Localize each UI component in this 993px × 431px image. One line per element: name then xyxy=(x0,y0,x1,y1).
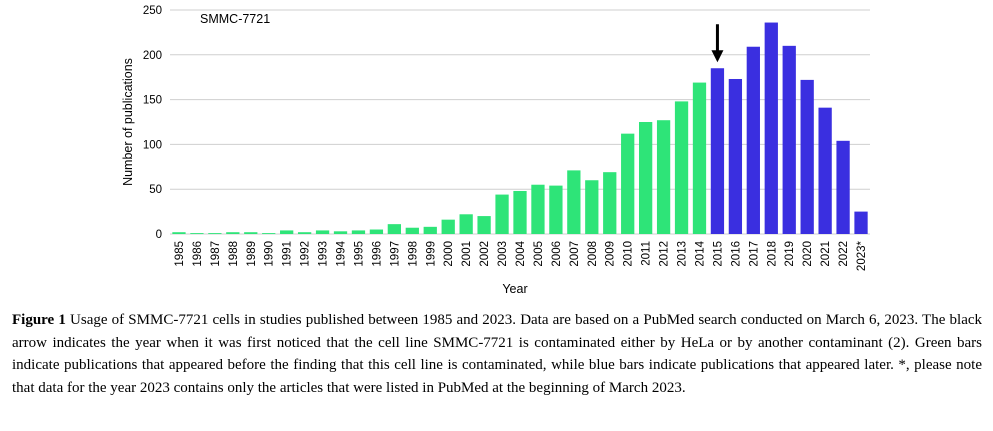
bar-2021 xyxy=(818,107,832,234)
x-tick-label: 2012 xyxy=(659,241,671,267)
bar-2000 xyxy=(441,219,455,234)
caption-text: Usage of SMMC-7721 cells in studies publ… xyxy=(12,312,983,397)
bar-2015 xyxy=(710,68,725,235)
bar-2003 xyxy=(495,194,509,234)
x-tick-label: 1987 xyxy=(210,241,222,267)
x-tick-label: 1990 xyxy=(264,241,276,267)
bar-2018 xyxy=(764,22,778,234)
x-tick-label: 2023* xyxy=(856,240,868,271)
panel-label: SMMC-7721 xyxy=(200,12,270,26)
bar-2006 xyxy=(549,185,563,234)
x-tick-label: 2000 xyxy=(443,241,455,267)
y-axis-ticks: 0 50 100 150 200 250 xyxy=(143,5,162,241)
bar-2005 xyxy=(531,184,545,234)
x-tick-label: 2004 xyxy=(515,240,527,266)
x-tick-label: 1986 xyxy=(192,241,204,267)
x-tick-label: 1993 xyxy=(318,241,330,267)
x-tick-label: 1995 xyxy=(353,241,365,267)
x-tick-label: 1994 xyxy=(336,240,348,266)
x-tick-label: 2015 xyxy=(712,241,724,267)
bar-2009 xyxy=(603,172,617,234)
arrow-head xyxy=(711,50,724,63)
x-tick-label: 2006 xyxy=(551,241,563,267)
x-tick-label: 2010 xyxy=(623,241,635,267)
contamination-arrow-icon xyxy=(711,24,724,63)
x-tick-label: 2001 xyxy=(461,241,473,267)
x-tick-label: 2022 xyxy=(838,241,850,267)
bar-1988 xyxy=(226,232,240,234)
bar-1994 xyxy=(333,231,348,234)
bar-2016 xyxy=(728,78,743,234)
bar-1989 xyxy=(244,232,258,234)
y-tick-label: 50 xyxy=(149,184,162,196)
x-tick-label: 1999 xyxy=(425,241,437,267)
x-tick-label: 1985 xyxy=(174,241,186,267)
bar-1991 xyxy=(280,230,294,234)
bar-2002 xyxy=(477,216,491,234)
bar-1998 xyxy=(405,227,419,234)
x-axis-label: Year xyxy=(502,282,527,296)
x-tick-label: 2009 xyxy=(605,241,617,267)
bar-1985 xyxy=(172,232,186,234)
y-tick-label: 150 xyxy=(143,95,162,107)
x-tick-label: 2005 xyxy=(533,241,545,267)
bar-2007 xyxy=(567,170,581,234)
bar-1996 xyxy=(369,229,384,234)
bar-2022 xyxy=(836,140,850,234)
x-tick-label: 1988 xyxy=(228,241,240,267)
bar-1986 xyxy=(190,233,204,234)
bar-2013 xyxy=(674,101,689,234)
x-tick-label: 2003 xyxy=(497,241,509,267)
figure-caption: Figure 1 Usage of SMMC-7721 cells in stu… xyxy=(12,309,982,400)
x-tick-label: 2017 xyxy=(748,241,760,267)
x-tick-label: 2016 xyxy=(730,241,742,267)
y-axis-label: Number of publications xyxy=(121,58,135,186)
x-tick-label: 2021 xyxy=(820,241,832,267)
x-tick-label: 2007 xyxy=(569,241,581,267)
bar-2011 xyxy=(639,122,653,234)
x-tick-label: 2008 xyxy=(587,241,599,267)
x-tick-label: 2002 xyxy=(479,241,491,267)
x-tick-label: 1992 xyxy=(300,241,312,267)
x-tick-label: 2019 xyxy=(784,241,796,267)
bar-1987 xyxy=(208,233,222,234)
bar-2020 xyxy=(800,79,814,234)
y-tick-label: 0 xyxy=(156,229,162,241)
x-tick-label: 1991 xyxy=(282,241,294,267)
bar-2004 xyxy=(513,190,527,234)
y-tick-label: 200 xyxy=(143,50,162,62)
bar-2008 xyxy=(585,180,599,234)
y-tick-label: 250 xyxy=(143,5,162,17)
x-axis-ticks: 1985 1986 1987 1988 1989 1990 1991 1992 1993 1994… xyxy=(174,240,868,271)
bar-2014 xyxy=(692,82,707,235)
bar-1992 xyxy=(297,232,312,234)
x-tick-label: 2013 xyxy=(677,241,689,267)
x-tick-label: 1998 xyxy=(407,241,419,267)
x-tick-label: 2014 xyxy=(694,240,706,266)
bar-1993 xyxy=(315,230,330,234)
bars xyxy=(172,22,868,235)
x-tick-label: 1996 xyxy=(371,241,383,267)
x-tick-label: 2020 xyxy=(802,241,814,267)
bar-2001 xyxy=(459,214,473,234)
y-tick-label: 100 xyxy=(143,139,162,151)
bar-2010 xyxy=(621,133,635,234)
x-tick-label: 2011 xyxy=(641,241,653,266)
bar-1999 xyxy=(423,226,437,234)
bar-1995 xyxy=(351,230,366,234)
x-tick-label: 2018 xyxy=(766,241,778,267)
bar-1990 xyxy=(262,233,276,234)
bar-2012 xyxy=(656,120,671,234)
bar-2019 xyxy=(782,45,796,235)
x-tick-label: 1989 xyxy=(246,241,258,267)
publications-bar-chart: 0 50 100 150 200 250 1985 1986 1987 1988 1989 1990… xyxy=(121,5,870,296)
bar-2023 xyxy=(854,211,868,234)
x-tick-label: 1997 xyxy=(389,241,401,267)
bar-1997 xyxy=(387,224,401,234)
bar-2017 xyxy=(746,46,760,235)
caption-label: Figure 1 xyxy=(12,312,66,328)
